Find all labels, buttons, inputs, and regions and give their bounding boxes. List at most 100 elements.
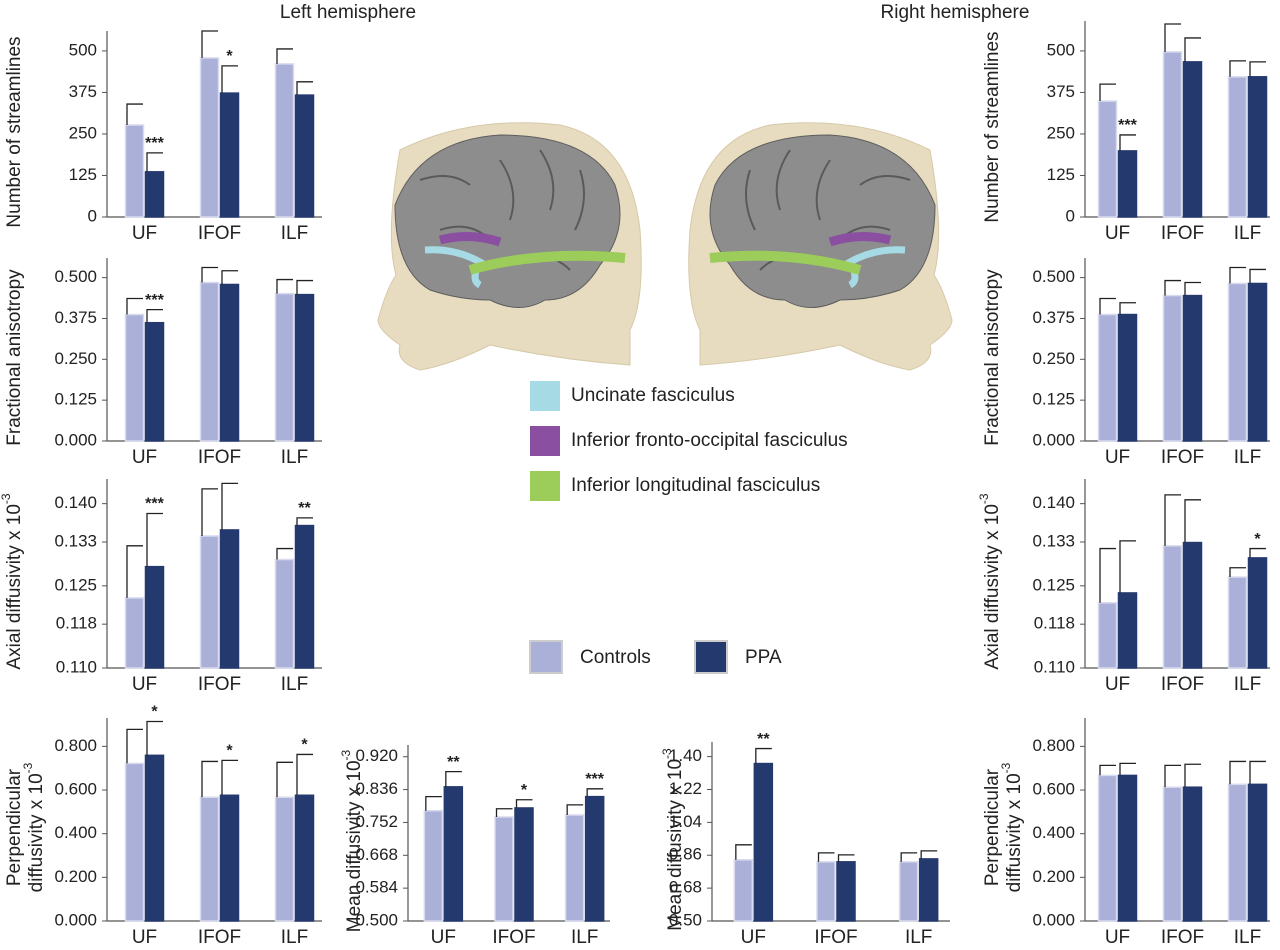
y-tick-label: 0.500 — [355, 910, 398, 929]
y-tick-label: 0.140 — [1032, 493, 1075, 512]
x-tick-label: UF — [1105, 674, 1130, 695]
bar — [294, 794, 315, 922]
bar — [1117, 592, 1138, 669]
bar — [494, 816, 514, 922]
x-tick-label: IFOF — [198, 223, 241, 244]
bar — [199, 281, 220, 442]
x-tick-label: ILF — [281, 674, 308, 695]
x-tick-label: UF — [132, 927, 157, 948]
y-tick-label: 1.40 — [669, 746, 702, 765]
bar — [816, 861, 836, 922]
significance-label: *** — [585, 771, 604, 788]
y-axis-label: Number of streamlines — [982, 31, 1003, 222]
error-bar — [221, 759, 238, 796]
significance-label: ** — [298, 500, 311, 517]
y-axis-label: Fractional anisotropy — [4, 269, 25, 446]
y-tick-label: 0 — [1066, 206, 1075, 225]
error-bar — [1119, 762, 1136, 776]
heading: Left hemisphere — [280, 2, 416, 23]
x-tick-label: UF — [1105, 927, 1130, 948]
error-bar — [1229, 266, 1246, 284]
bar — [1117, 313, 1138, 442]
error-bar — [126, 728, 143, 764]
error-bar — [445, 770, 462, 787]
bar — [199, 796, 220, 922]
bar — [144, 754, 165, 922]
bar — [1162, 51, 1183, 218]
x-tick-label: UF — [1105, 223, 1130, 244]
y-tick-label: 0.118 — [1034, 614, 1075, 633]
left-brain-illustration — [377, 122, 642, 371]
y-tick-label: 125 — [1047, 165, 1075, 184]
bar — [1162, 545, 1183, 669]
y-tick-label: 0.800 — [54, 736, 97, 755]
y-tick-label: 0.375 — [54, 308, 97, 327]
x-tick-label: ILF — [1234, 223, 1261, 244]
error-bar — [1099, 547, 1116, 603]
bar — [274, 558, 295, 669]
significance-label: *** — [145, 135, 164, 152]
bar — [836, 861, 856, 922]
legend-swatch — [530, 471, 560, 501]
bar — [219, 794, 240, 922]
error-bar — [1229, 760, 1246, 785]
y-axis-label: Perpendicular — [982, 768, 1003, 886]
bar — [274, 292, 295, 442]
y-axis-label-text: Mean diffusivity x 10 — [344, 760, 365, 932]
legend-label: Controls — [580, 647, 651, 668]
bar — [1182, 294, 1203, 442]
bar — [918, 858, 939, 922]
y-axis-label: Perpendicular — [4, 768, 25, 886]
error-bar — [201, 266, 218, 283]
x-tick-label: ILF — [281, 223, 308, 244]
right-brain-illustration — [688, 122, 953, 371]
bar — [1227, 783, 1248, 922]
y-tick-label: 0.200 — [54, 867, 97, 886]
x-tick-label: IFOF — [814, 927, 857, 948]
legend-swatch — [529, 640, 563, 674]
bar — [584, 795, 605, 922]
error-bar — [1249, 268, 1266, 284]
error-bar — [515, 799, 533, 808]
y-tick-label: 0.133 — [54, 531, 97, 550]
error-bar — [1119, 134, 1136, 151]
significance-label: ** — [447, 754, 460, 771]
error-bar — [221, 65, 238, 94]
error-bar — [276, 48, 293, 64]
bar — [1247, 76, 1268, 218]
error-bar — [566, 804, 584, 816]
y-tick-label: 0.375 — [1032, 308, 1075, 327]
bar — [294, 94, 315, 218]
bar — [124, 313, 145, 442]
error-bar — [276, 761, 293, 798]
bar — [199, 535, 220, 669]
legend-label: Inferior fronto-occipital fasciculus — [571, 430, 848, 451]
y-tick-label: 1.04 — [669, 812, 702, 831]
y-tick-label: 0.400 — [1032, 823, 1075, 842]
bar — [1247, 557, 1268, 669]
error-bar — [1099, 83, 1116, 102]
y-tick-label: 0.000 — [54, 430, 97, 449]
x-tick-label: ILF — [1234, 674, 1261, 695]
error-bar — [755, 747, 772, 764]
y-tick-label: 0.920 — [355, 746, 398, 765]
bar — [443, 786, 464, 922]
y-tick-label: 0.125 — [1032, 390, 1075, 409]
y-axis-label-text: Fractional anisotropy — [982, 269, 1003, 446]
y-tick-label: 0.250 — [1032, 349, 1075, 368]
x-tick-label: ILF — [1234, 447, 1261, 468]
x-tick-label: IFOF — [1161, 447, 1204, 468]
error-bar — [425, 795, 442, 811]
significance-label: *** — [145, 496, 164, 513]
legend-swatch — [694, 640, 728, 674]
error-bar — [201, 760, 218, 798]
error-bar — [1164, 764, 1181, 788]
error-bar — [126, 545, 143, 598]
x-tick-label: IFOF — [492, 927, 535, 948]
y-tick-label: 250 — [69, 123, 97, 142]
y-tick-label: 0.110 — [1034, 657, 1075, 676]
bar — [199, 57, 220, 218]
y-tick-label: 500 — [69, 40, 97, 59]
bar — [1247, 783, 1268, 922]
bar — [1182, 786, 1203, 922]
